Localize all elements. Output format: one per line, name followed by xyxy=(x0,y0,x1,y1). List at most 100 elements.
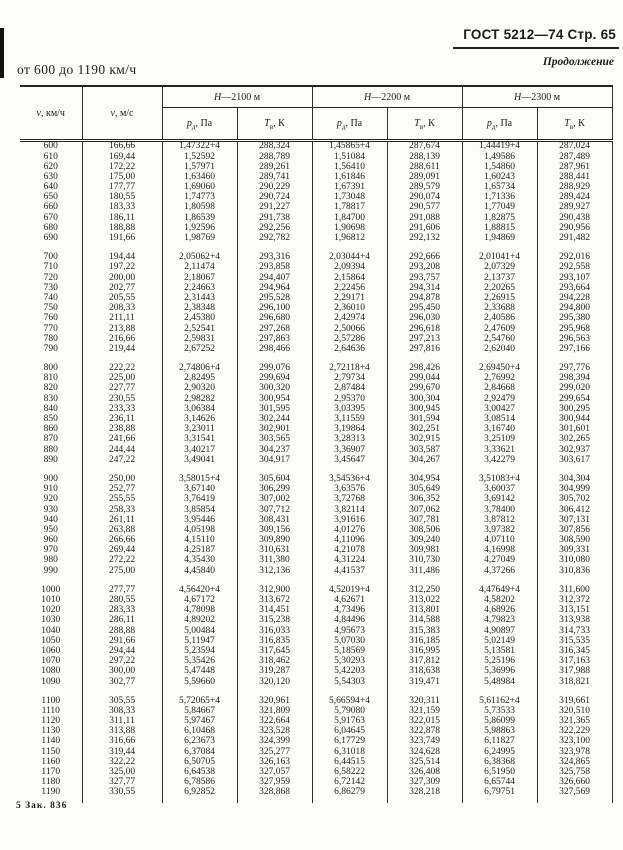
value-cell: 321,365 xyxy=(536,716,613,727)
value-cell: 292,666 xyxy=(386,252,462,264)
table-row: 650 180,55 1,74773 290,724 1,73048 290,074 1,7… xyxy=(20,192,613,204)
value-cell: 6,65744 xyxy=(461,777,537,789)
table-row: 670 186,11 1,86539 291,738 1,84700 291,088 1,8… xyxy=(20,213,613,224)
value-cell: 320,961 xyxy=(236,696,312,707)
value-cell: 2,40586 xyxy=(461,314,537,325)
value-cell: 6,10468 xyxy=(161,726,237,738)
value-cell: 330,55 xyxy=(81,788,162,799)
table-row: 1190 330,55 6,92852 328,868 6,86279 328,218 6,… xyxy=(20,787,613,799)
value-cell: 325,00 xyxy=(81,767,162,778)
speed-cell: 870 xyxy=(43,434,58,445)
speed-cell: 760 xyxy=(43,313,58,324)
table-row: 1180 327,77 6,78586 327,959 6,72142 327,309 6,… xyxy=(20,777,613,789)
v-symbol: v xyxy=(36,107,41,119)
value-cell: 4,31224 xyxy=(311,556,387,567)
value-cell: 294,314 xyxy=(386,283,462,294)
value-cell: 3,85854 xyxy=(161,505,237,516)
value-cell: 5,61162+4 xyxy=(461,696,537,707)
value-cell: 319,287 xyxy=(236,667,312,678)
value-cell: 4,07110 xyxy=(461,535,537,546)
value-cell: 290,577 xyxy=(386,203,462,214)
value-cell: 169,44 xyxy=(81,152,162,163)
value-cell: 4,01276 xyxy=(311,525,387,536)
value-cell: 325,758 xyxy=(536,767,613,778)
col-header-t-2100: Tв, К xyxy=(236,107,312,142)
value-cell: 5,07030 xyxy=(311,636,387,647)
value-cell: 1,61846 xyxy=(311,172,387,183)
p-unit: , Па xyxy=(495,118,513,129)
value-cell: 166,66 xyxy=(81,140,162,153)
value-cell: 219,44 xyxy=(81,344,162,355)
value-cell: 318,638 xyxy=(386,667,462,678)
scan-edge-artifact xyxy=(0,28,4,78)
gap-cell xyxy=(386,243,462,253)
value-cell: 3,00427 xyxy=(461,404,537,415)
value-cell: 6,50705 xyxy=(161,757,237,768)
value-cell: 266,66 xyxy=(81,535,162,546)
value-cell: 6,23673 xyxy=(161,737,237,748)
value-cell: 323,978 xyxy=(536,747,613,758)
value-cell: 1,78817 xyxy=(311,203,387,214)
value-cell: 297,213 xyxy=(386,334,462,345)
p-symbol: p xyxy=(336,118,342,129)
speed-cell: 610 xyxy=(43,151,58,162)
value-cell: 291,482 xyxy=(536,233,613,244)
value-cell: 315,535 xyxy=(536,636,613,647)
speed-cell: 900 xyxy=(43,473,58,484)
table-row: 1070 297,22 5,35426 318,462 5,30293 317,812 5,… xyxy=(20,656,613,667)
speed-cell: 1080 xyxy=(41,666,61,677)
value-cell: 216,66 xyxy=(81,334,162,345)
gap-cell xyxy=(311,465,387,475)
value-cell: 289,091 xyxy=(386,172,462,183)
table-row: 620 172,22 1,57971 289,261 1,56410 288,611 1,5… xyxy=(20,162,613,173)
value-cell: 288,88 xyxy=(81,626,162,637)
value-cell: 299,670 xyxy=(386,384,462,395)
value-cell: 4,41537 xyxy=(311,566,387,577)
value-cell: 222,22 xyxy=(81,363,162,374)
value-cell: 4,68926 xyxy=(461,605,537,617)
gap-cell xyxy=(386,798,462,804)
value-cell: 2,57286 xyxy=(311,334,387,345)
value-cell: 321,159 xyxy=(386,706,462,717)
speed-cell: 750 xyxy=(43,303,58,314)
table-row: 950 263,88 4,05198 309,156 4,01276 308,506 3,9… xyxy=(20,525,613,536)
value-cell: 305,55 xyxy=(81,696,162,707)
value-cell: 1,60243 xyxy=(461,172,537,183)
gap-cell xyxy=(161,243,237,253)
gap-cell xyxy=(161,354,237,364)
value-cell: 3,91616 xyxy=(311,515,387,526)
value-cell: 6,04645 xyxy=(311,726,387,738)
value-cell: 5,73533 xyxy=(461,706,537,717)
speed-cell: 1190 xyxy=(41,787,61,798)
value-cell: 307,712 xyxy=(236,505,312,516)
h-value: —2100 м xyxy=(221,91,261,103)
value-cell: 297,166 xyxy=(536,344,613,355)
value-cell: 4,27049 xyxy=(461,556,537,567)
value-cell: 5,13581 xyxy=(461,646,537,657)
value-cell: 261,11 xyxy=(81,515,162,526)
speed-cell: 920 xyxy=(43,494,58,505)
value-cell: 290,724 xyxy=(236,192,312,204)
table-row: 720 200,00 2,18067 294,407 2,15864 293,757 2,1… xyxy=(20,273,613,284)
value-cell: 1,96812 xyxy=(311,233,387,244)
value-cell: 6,31018 xyxy=(311,747,387,758)
value-cell: 308,33 xyxy=(81,706,162,717)
gap-cell xyxy=(236,687,312,697)
value-cell: 317,988 xyxy=(536,667,613,678)
value-cell: 299,044 xyxy=(386,373,462,385)
value-cell: 294,800 xyxy=(536,303,613,314)
value-cell: 6,78586 xyxy=(161,777,237,789)
value-cell: 3,51083+4 xyxy=(461,474,537,485)
value-cell: 1,88815 xyxy=(461,223,537,234)
value-cell: 3,25109 xyxy=(461,435,537,446)
value-cell: 292,132 xyxy=(386,233,462,244)
speed-cell: 1090 xyxy=(41,676,61,687)
value-cell: 6,37084 xyxy=(161,747,237,758)
value-cell: 306,352 xyxy=(386,495,462,506)
value-cell: 306,412 xyxy=(536,505,613,516)
speed-cell: 800 xyxy=(43,363,58,374)
speed-cell: 820 xyxy=(43,383,58,394)
value-cell: 4,15110 xyxy=(161,535,237,546)
value-cell: 1,74773 xyxy=(161,192,237,204)
